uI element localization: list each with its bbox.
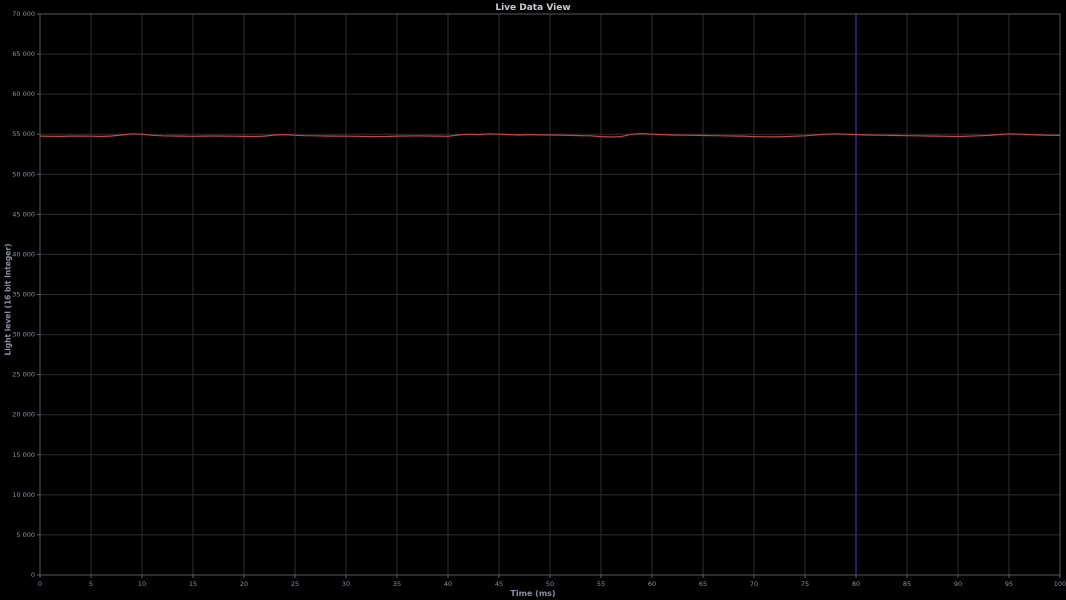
x-tick-label: 15: [189, 580, 197, 588]
chart-title: Live Data View: [495, 3, 571, 13]
y-tick-label: 55 000: [12, 130, 35, 138]
y-tick-label: 40 000: [12, 250, 35, 258]
y-tick-label: 30 000: [12, 331, 35, 339]
y-tick-label: 10 000: [12, 491, 35, 499]
x-tick-label: 85: [903, 580, 911, 588]
x-tick-label: 0: [38, 580, 42, 588]
y-tick-label: 5 000: [16, 531, 35, 539]
y-tick-label: 20 000: [12, 411, 35, 419]
x-tick-label: 30: [342, 580, 350, 588]
x-tick-label: 40: [444, 580, 452, 588]
x-tick-label: 90: [954, 580, 962, 588]
y-tick-label: 70 000: [12, 10, 35, 18]
x-tick-label: 95: [1005, 580, 1013, 588]
series-line-light-level: [39, 133, 1061, 138]
x-tick-label: 55: [597, 580, 605, 588]
x-tick-label: 75: [801, 580, 809, 588]
y-tick-label: 65 000: [12, 50, 35, 58]
y-tick-label: 50 000: [12, 170, 35, 178]
x-tick-label: 5: [89, 580, 93, 588]
y-tick-label: 25 000: [12, 371, 35, 379]
x-tick-label: 25: [291, 580, 299, 588]
x-tick-label: 20: [240, 580, 248, 588]
y-tick-label: 0: [31, 571, 35, 579]
x-tick-label: 65: [699, 580, 707, 588]
x-tick-label: 50: [546, 580, 554, 588]
x-axis-label: Time (ms): [510, 589, 556, 598]
y-tick-label: 35 000: [12, 291, 35, 299]
y-axis-label: Light level (16 bit Integer): [3, 243, 13, 356]
x-tick-label: 100: [1054, 580, 1066, 588]
x-tick-label: 60: [648, 580, 656, 588]
x-tick-label: 35: [393, 580, 401, 588]
x-tick-label: 45: [495, 580, 503, 588]
x-tick-label: 10: [138, 580, 146, 588]
y-tick-label: 60 000: [12, 90, 35, 98]
y-tick-label: 15 000: [12, 451, 35, 459]
y-tick-label: 45 000: [12, 210, 35, 218]
x-tick-label: 80: [852, 580, 860, 588]
x-tick-label: 70: [750, 580, 758, 588]
